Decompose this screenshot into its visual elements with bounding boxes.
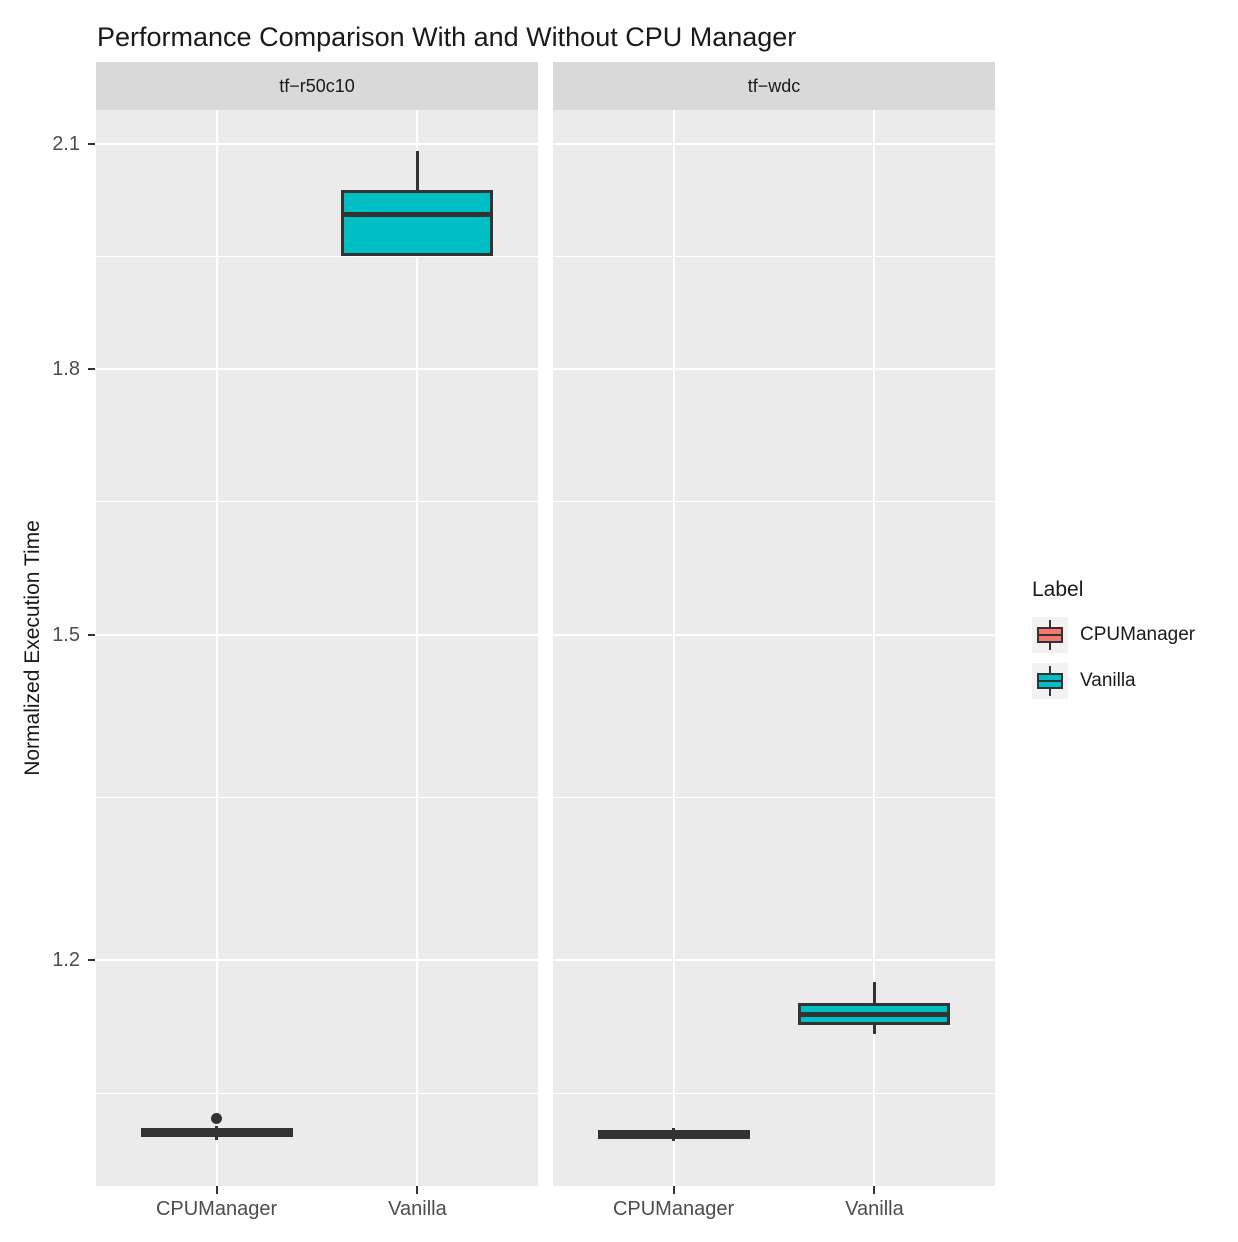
x-axis-tick-mark — [672, 1186, 675, 1194]
gridline-major — [553, 959, 995, 962]
x-tick-label: CPUManager — [612, 1198, 735, 1220]
median-line-cpumanager — [140, 1130, 293, 1136]
gridline-minor — [553, 1093, 995, 1095]
facet-panel-tf-r50c10 — [96, 110, 538, 1186]
legend-entry-label: Vanilla — [1080, 670, 1136, 691]
x-axis-tick-mark — [873, 1186, 876, 1194]
median-line-vanilla — [798, 1012, 951, 1018]
facet-strip-label: tf−r50c10 — [279, 75, 355, 96]
legend-key-box — [1037, 673, 1063, 689]
x-axis-tick-mark — [215, 1186, 218, 1194]
gridline-major — [553, 142, 995, 145]
gridline-minor — [553, 255, 995, 257]
legend-key-median — [1039, 680, 1061, 682]
facet-strip-tf-wdc: tf−wdc — [553, 62, 995, 110]
legend-entry-label: CPUManager — [1080, 624, 1196, 645]
chart-title: Performance Comparison With and Without … — [97, 22, 797, 52]
gridline-major-vertical — [672, 110, 675, 1186]
legend: Label CPUManager Vanilla — [1032, 578, 1195, 709]
y-axis-tick-mark — [88, 633, 95, 636]
legend-title: Label — [1032, 578, 1084, 601]
outlier-point-cpumanager — [211, 1112, 223, 1124]
x-axis-tick-mark — [416, 1186, 419, 1194]
y-axis-tick-mark — [88, 142, 95, 145]
gridline-major — [553, 633, 995, 636]
y-axis-title: Normalized Execution Time — [21, 520, 44, 776]
facet-panel-tf-wdc — [553, 110, 995, 1186]
legend-key-box — [1037, 627, 1063, 643]
median-line-cpumanager — [597, 1133, 750, 1139]
facet-strip-label: tf−wdc — [747, 75, 801, 96]
y-tick-label: 2.1 — [52, 132, 80, 155]
x-tick-label: Vanilla — [845, 1198, 904, 1220]
legend-key-median — [1039, 634, 1061, 636]
gridline-major — [553, 367, 995, 370]
y-tick-label: 1.8 — [52, 357, 80, 380]
y-axis-tick-mark — [88, 367, 95, 370]
gridline-major-vertical — [873, 110, 876, 1186]
gridline-minor — [553, 796, 995, 798]
median-line-vanilla — [341, 212, 494, 218]
gridline-minor — [553, 501, 995, 503]
gridline-major-vertical — [215, 110, 218, 1186]
box-vanilla — [341, 189, 494, 256]
x-tick-label: Vanilla — [388, 1198, 447, 1220]
legend-entry-vanilla: Vanilla — [1032, 663, 1195, 699]
gridline-minor — [96, 1093, 538, 1095]
gridline-major — [96, 959, 538, 962]
y-tick-label: 1.2 — [52, 949, 80, 972]
legend-key-boxplot-glyph — [1032, 617, 1068, 653]
y-axis-tick-mark — [88, 959, 95, 962]
gridline-minor — [96, 255, 538, 257]
legend-entry-cpumanager: CPUManager — [1032, 617, 1195, 653]
gridline-major-vertical — [416, 110, 419, 1186]
gridline-major — [96, 142, 538, 145]
gridline-major — [96, 367, 538, 370]
facet-strip-tf-r50c10: tf−r50c10 — [96, 62, 538, 110]
gridline-minor — [96, 501, 538, 503]
x-tick-label: CPUManager — [155, 1198, 278, 1220]
legend-key-boxplot-glyph — [1032, 663, 1068, 699]
gridline-minor — [96, 796, 538, 798]
gridline-major — [96, 633, 538, 636]
y-tick-label: 1.5 — [52, 623, 80, 646]
